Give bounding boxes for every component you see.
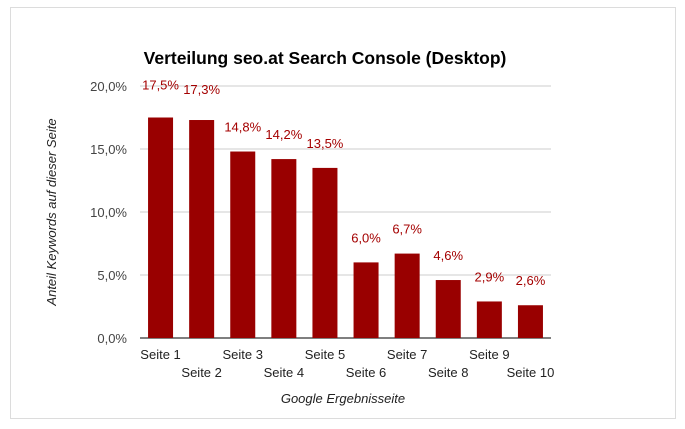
- x-tick-label: Seite 8: [428, 365, 468, 380]
- bar: [312, 167, 338, 338]
- bar: [517, 305, 543, 338]
- bar: [435, 280, 461, 338]
- chart-frame: [10, 7, 676, 419]
- y-axis-title: Anteil Keywords auf dieser Seite: [44, 118, 59, 306]
- x-tick-label: Seite 3: [223, 347, 263, 362]
- x-axis-title: Google Ergebnisseite: [281, 391, 405, 406]
- x-tick-label: Seite 1: [140, 347, 180, 362]
- data-label: 2,9%: [475, 269, 505, 284]
- bar: [271, 159, 297, 338]
- x-tick-label: Seite 5: [305, 347, 345, 362]
- x-tick-label: Seite 7: [387, 347, 427, 362]
- data-label: 6,7%: [392, 222, 422, 237]
- y-tick-label: 10,0%: [90, 205, 127, 220]
- x-tick-label: Seite 10: [507, 365, 555, 380]
- data-label: 13,5%: [307, 136, 344, 151]
- x-tick-label: Seite 2: [181, 365, 221, 380]
- data-label: 2,6%: [516, 273, 546, 288]
- bar: [394, 253, 420, 338]
- bar: [189, 120, 215, 339]
- bar: [230, 151, 256, 338]
- chart-title: Verteilung seo.at Search Console (Deskto…: [144, 48, 507, 68]
- y-tick-label: 15,0%: [90, 142, 127, 157]
- x-tick-label: Seite 6: [346, 365, 386, 380]
- data-label: 14,8%: [224, 120, 261, 135]
- data-label: 6,0%: [351, 230, 381, 245]
- data-label: 17,5%: [142, 78, 179, 93]
- x-tick-label: Seite 9: [469, 347, 509, 362]
- bar: [148, 117, 174, 338]
- x-tick-label: Seite 4: [264, 365, 304, 380]
- bar: [353, 262, 379, 338]
- data-label: 14,2%: [265, 127, 302, 142]
- y-tick-label: 5,0%: [97, 268, 127, 283]
- bar: [476, 301, 502, 338]
- y-tick-label: 20,0%: [90, 79, 127, 94]
- y-tick-label: 0,0%: [97, 331, 127, 346]
- data-label: 17,3%: [183, 82, 220, 97]
- data-label: 4,6%: [433, 248, 463, 263]
